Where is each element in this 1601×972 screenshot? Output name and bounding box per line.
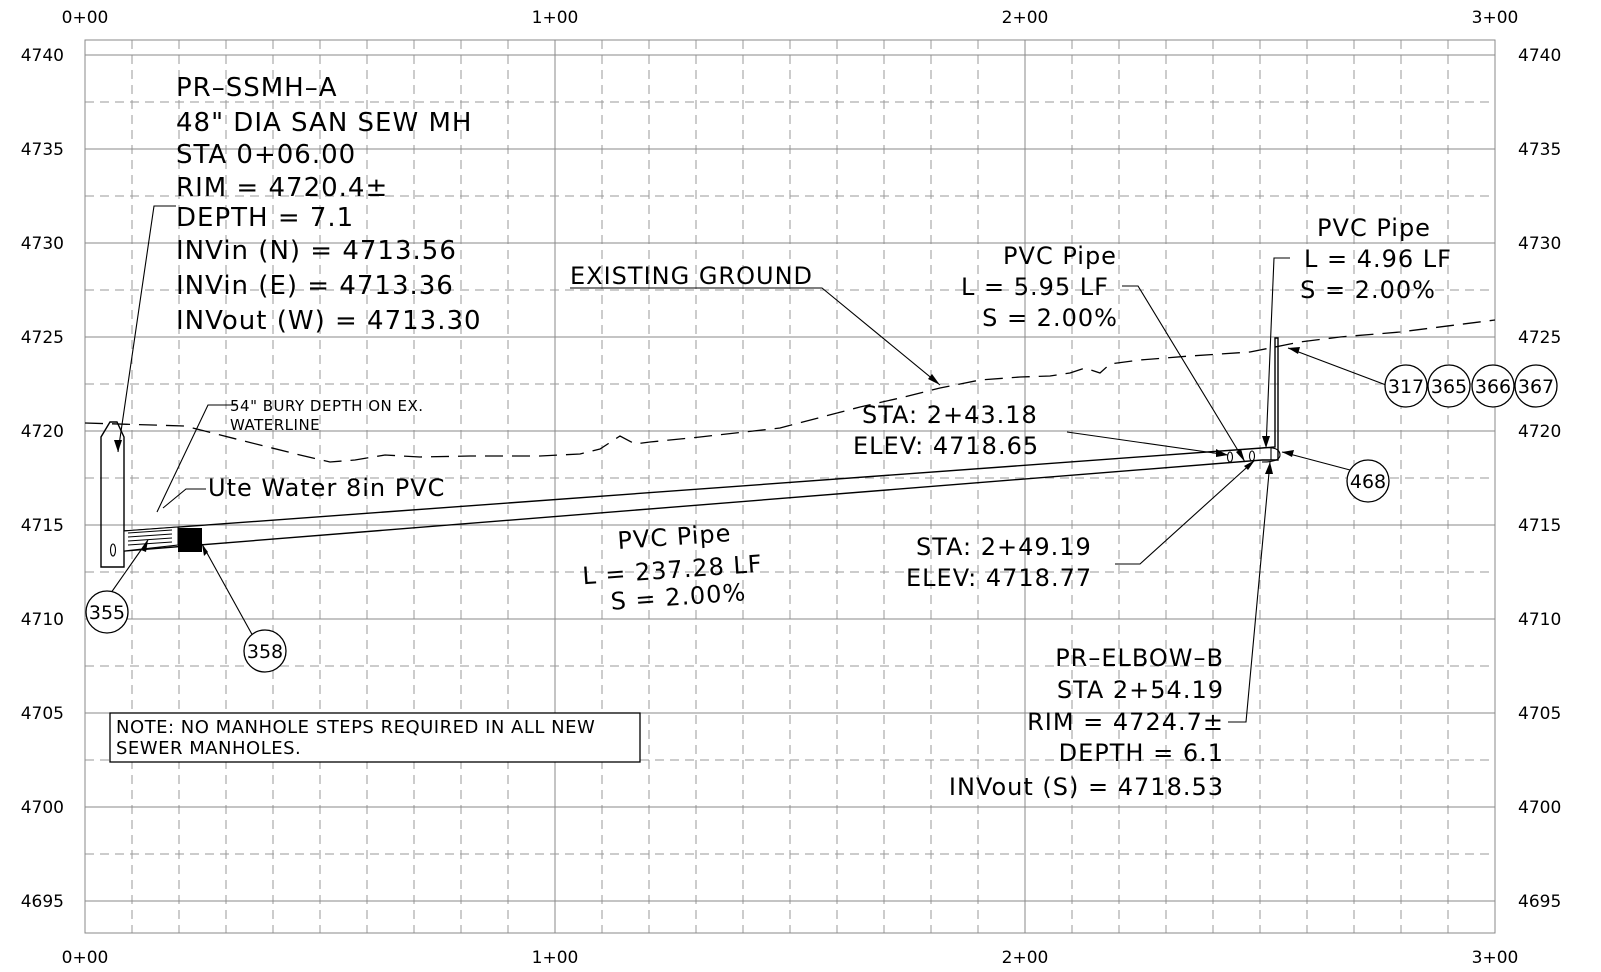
note-box: NOTE: NO MANHOLE STEPS REQUIRED IN ALL N…: [109, 712, 641, 763]
elevation-label-left: 4695: [21, 892, 64, 912]
elbow-b-line: INVout (S) = 4718.53: [949, 773, 1224, 801]
elevation-label-left: 4705: [21, 704, 64, 724]
callout-text: 358: [247, 641, 283, 663]
pipe-short-2-line: L = 4.96 LF: [1304, 245, 1452, 273]
callout-text: 468: [1350, 471, 1386, 493]
pipe-short-1-line: PVC Pipe: [1003, 242, 1117, 270]
note-line: SEWER MANHOLES.: [116, 738, 301, 759]
callout-358: 358: [243, 629, 287, 673]
sta-point-2-line: STA: 2+49.19: [916, 533, 1092, 561]
pipe-short-1-line: L = 5.95 LF: [961, 273, 1109, 301]
manhole-a-symbol: [100, 421, 125, 568]
elevation-label-left: 4740: [21, 46, 64, 66]
callout-366: 366: [1471, 364, 1515, 408]
callout-317: 317: [1384, 364, 1428, 408]
elevation-label-left: 4730: [21, 234, 64, 254]
sta-point-1-label: STA: 2+43.18 ELEV: 4718.65: [853, 401, 1039, 460]
elbow-b-line: PR–ELBOW–B: [1055, 644, 1224, 672]
elevation-label-right: 4710: [1518, 610, 1561, 630]
callout-365: 365: [1427, 364, 1471, 408]
elevation-label-left: 4700: [21, 798, 64, 818]
existing-ground-line: [84, 319, 1496, 463]
callout-text: 367: [1518, 376, 1554, 398]
callout-text: 365: [1431, 376, 1467, 398]
elevation-label-left: 4720: [21, 422, 64, 442]
sta-point-2-label: STA: 2+49.19 ELEV: 4718.77: [906, 533, 1092, 592]
pipe-short-1-line: S = 2.00%: [982, 304, 1118, 332]
manhole-a-line: PR–SSMH–A: [176, 73, 338, 103]
elevation-label-right: 4735: [1518, 140, 1561, 160]
callout-367: 367: [1514, 364, 1558, 408]
elevation-label-right: 4705: [1518, 704, 1561, 724]
elevation-label-right: 4730: [1518, 234, 1561, 254]
elevation-label-right: 4700: [1518, 798, 1561, 818]
station-label-bottom: 0+00: [62, 948, 109, 968]
elbow-b-line: RIM = 4724.7±: [1027, 708, 1224, 736]
pipe-short-2-line: S = 2.00%: [1300, 276, 1436, 304]
elevation-label-right: 4715: [1518, 516, 1561, 536]
station-label-top: 1+00: [532, 8, 579, 28]
elbow-b-line: DEPTH = 6.1: [1059, 739, 1224, 767]
manhole-a-line: INVout (W) = 4713.30: [176, 306, 482, 336]
elbow-b-label: PR–ELBOW–B STA 2+54.19 RIM = 4724.7± DEP…: [949, 644, 1224, 801]
manhole-a-line: STA 0+06.00: [176, 140, 356, 170]
elevation-label-left: 4735: [21, 140, 64, 160]
elevation-label-right: 4740: [1518, 46, 1561, 66]
station-label-top: 0+00: [62, 8, 109, 28]
elevation-label-left: 4715: [21, 516, 64, 536]
station-label-bottom: 1+00: [532, 948, 579, 968]
note-line: NOTE: NO MANHOLE STEPS REQUIRED IN ALL N…: [116, 717, 595, 738]
elbow-b-line: STA 2+54.19: [1057, 676, 1224, 704]
pipe-short-2-label: PVC Pipe L = 4.96 LF S = 2.00%: [1300, 214, 1452, 304]
profile-frame: [84, 39, 1496, 934]
elevation-label-right: 4695: [1518, 892, 1561, 912]
pipe-main-label: PVC Pipe L = 237.28 LF S = 2.00%: [581, 519, 763, 616]
station-label-bottom: 3+00: [1472, 948, 1519, 968]
elevation-label-left: 4710: [21, 610, 64, 630]
callouts: 317 365 366 367 468 355 358: [85, 364, 1558, 673]
leader-lines: [105, 205, 1387, 723]
callout-text: 317: [1388, 376, 1424, 398]
elbow-b-riser: [1226, 337, 1281, 463]
bury-depth-line: 54" BURY DEPTH ON EX.: [230, 397, 424, 415]
elevation-label-left: 4725: [21, 328, 64, 348]
manhole-a-line: RIM = 4720.4±: [176, 173, 388, 203]
pipe-main-line: PVC Pipe: [617, 519, 733, 555]
main-sewer-pipe: [123, 447, 1263, 552]
callout-text: 355: [89, 602, 125, 624]
elevation-label-right: 4720: [1518, 422, 1561, 442]
manhole-a-line: 48" DIA SAN SEW MH: [176, 108, 472, 138]
pipe-short-1-label: PVC Pipe L = 5.95 LF S = 2.00%: [961, 242, 1118, 332]
callout-355: 355: [85, 590, 129, 634]
station-label-top: 2+00: [1002, 8, 1049, 28]
station-label-top: 3+00: [1472, 8, 1519, 28]
sta-point-1-line: STA: 2+43.18: [862, 401, 1038, 429]
axis-labels: 0+00 1+00 2+00 3+00 0+00 1+00 2+00 3+00 4740 4735…: [21, 8, 1562, 968]
manhole-a-line: DEPTH = 7.1: [176, 203, 354, 233]
waterline-label: Ute Water 8in PVC: [208, 474, 445, 502]
manhole-a-label: PR–SSMH–A 48" DIA SAN SEW MH STA 0+06.00…: [176, 73, 482, 336]
station-label-bottom: 2+00: [1002, 948, 1049, 968]
pipe-short-2-line: PVC Pipe: [1317, 214, 1431, 242]
existing-ground-label: EXISTING GROUND: [570, 262, 813, 290]
elevation-label-right: 4725: [1518, 328, 1561, 348]
sta-point-1-line: ELEV: 4718.65: [853, 432, 1039, 460]
callout-468: 468: [1346, 459, 1390, 503]
sta-point-2-line: ELEV: 4718.77: [906, 564, 1092, 592]
bury-depth-line: WATERLINE: [230, 416, 320, 434]
manhole-a-line: INVin (E) = 4713.36: [176, 271, 454, 301]
manhole-a-line: INVin (N) = 4713.56: [176, 236, 457, 266]
callout-text: 366: [1475, 376, 1511, 398]
bury-depth-note: 54" BURY DEPTH ON EX. WATERLINE: [230, 397, 424, 434]
